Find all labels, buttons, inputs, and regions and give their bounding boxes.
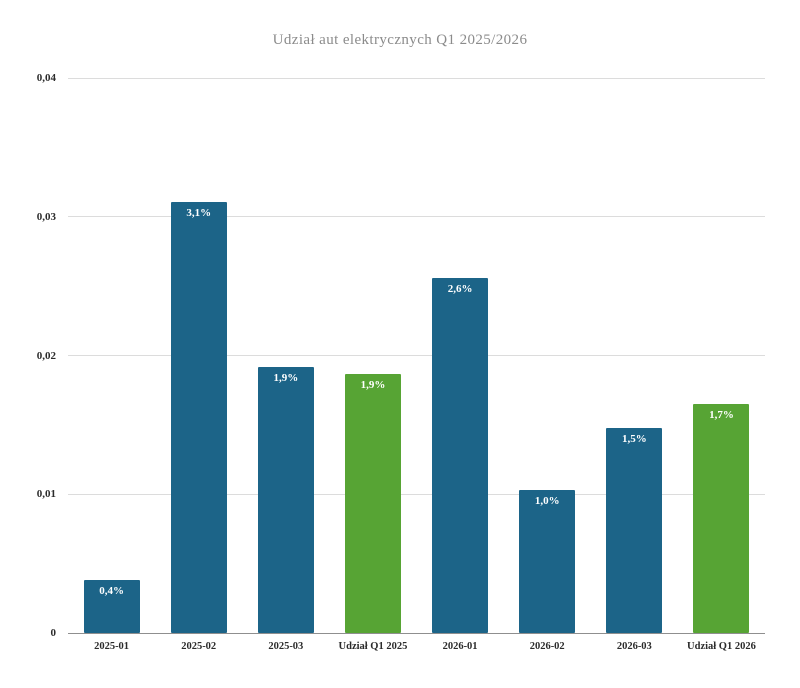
y-tick-label: 0 (50, 627, 57, 639)
bar-value-label: 0,4% (99, 585, 124, 598)
x-tick-label: 2025-03 (268, 641, 304, 652)
chart-title: Udział aut elektrycznych Q1 2025/2026 (272, 32, 528, 48)
y-tick-label: 0,03 (36, 210, 56, 223)
plot-area: 0 0,01 0,02 0,03 0,04 0,4% 2025-01 3,1% 2025-02 1… (37, 72, 765, 652)
bar-2025-03: 1,9% (257, 366, 314, 633)
gridline (68, 216, 765, 218)
bar-udział-q1-2026: 1,7% (693, 404, 750, 633)
y-tick-label: 0,01 (36, 488, 56, 501)
gridline (68, 355, 765, 356)
x-axis-line (68, 633, 765, 634)
bar-2025-02: 3,1% (170, 201, 227, 633)
bar-2026-03: 1,5% (606, 427, 663, 633)
bar-value-label: 2,6% (447, 282, 473, 295)
bar-2025-01: 0,4% (83, 580, 140, 633)
bar-value-label: 1,9% (273, 371, 299, 384)
bar-udział-q1-2025: 1,9% (344, 373, 401, 633)
x-tick-label: 2026-02 (529, 641, 565, 652)
x-tick-label: 2026-01 (442, 641, 478, 652)
x-tick-label: 2026-03 (616, 641, 652, 652)
gridline (68, 77, 765, 79)
bar-value-label: 1,5% (621, 432, 647, 445)
bar-value-label: 1,9% (360, 378, 386, 391)
gridline (68, 493, 765, 495)
bar-value-label: 1,7% (709, 409, 734, 422)
bar-2026-01: 2,6% (432, 277, 489, 633)
bar-2026-02: 1,0% (519, 490, 576, 633)
bar-value-label: 1,0% (534, 495, 560, 508)
x-tick-label: Udział Q1 2026 (687, 641, 756, 652)
x-tick-label: 2025-01 (94, 641, 130, 652)
x-tick-label: Udział Q1 2025 (338, 641, 408, 652)
bar-value-label: 3,1% (186, 206, 212, 219)
y-tick-label: 0,04 (36, 72, 56, 84)
x-tick-label: 2025-02 (181, 641, 217, 652)
y-tick-label: 0,02 (36, 349, 56, 362)
